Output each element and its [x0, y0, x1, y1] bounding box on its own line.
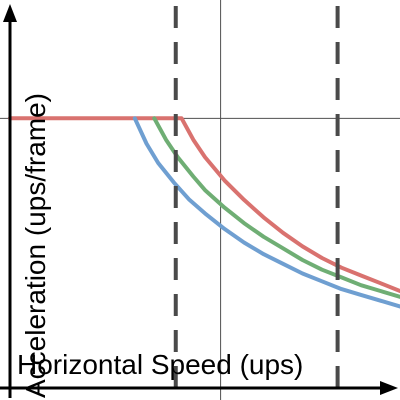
series-group	[8, 116, 400, 309]
y-axis-arrow	[3, 4, 17, 22]
x-axis-arrow	[380, 381, 398, 395]
series-line-1	[8, 116, 400, 293]
y-axis-label: Acceleration (ups/frame)	[20, 93, 51, 398]
series-line-3	[132, 116, 400, 309]
axes	[0, 4, 398, 398]
x-axis-label: Horizontal Speed (ups)	[17, 349, 303, 380]
series-line-2	[152, 116, 400, 299]
dashed-lines	[173, 6, 340, 400]
